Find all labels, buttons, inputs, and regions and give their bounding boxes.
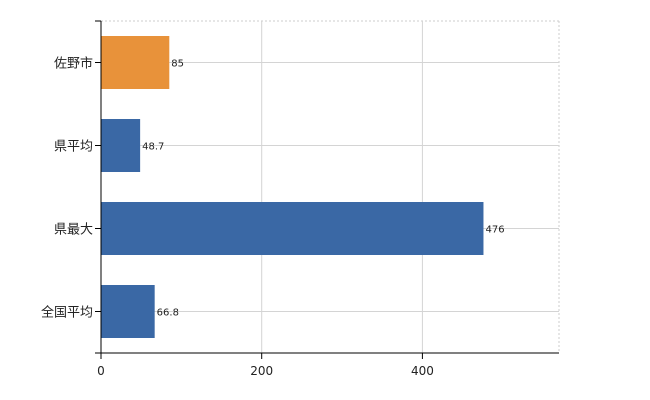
bar-3 [101,285,155,338]
category-label-1: 県平均 [54,140,93,155]
data-label-0: 85 [171,59,184,70]
x-tick-label-2: 400 [411,364,434,378]
bar-2 [101,202,484,255]
data-label-1: 48.7 [142,142,164,153]
category-label-0: 佐野市 [54,56,93,72]
x-tick-label-0: 0 [97,364,105,378]
data-label-2: 476 [485,225,504,236]
bars-group [101,36,484,338]
category-label-3: 全国平均 [41,305,93,321]
bar-0 [101,36,170,89]
data-label-3: 66.8 [157,308,179,319]
x-tick-label-1: 200 [250,364,273,378]
axes-group [95,20,559,359]
grid-lines [101,20,560,353]
bar-1 [101,119,141,172]
category-label-2: 県最大 [54,223,93,238]
